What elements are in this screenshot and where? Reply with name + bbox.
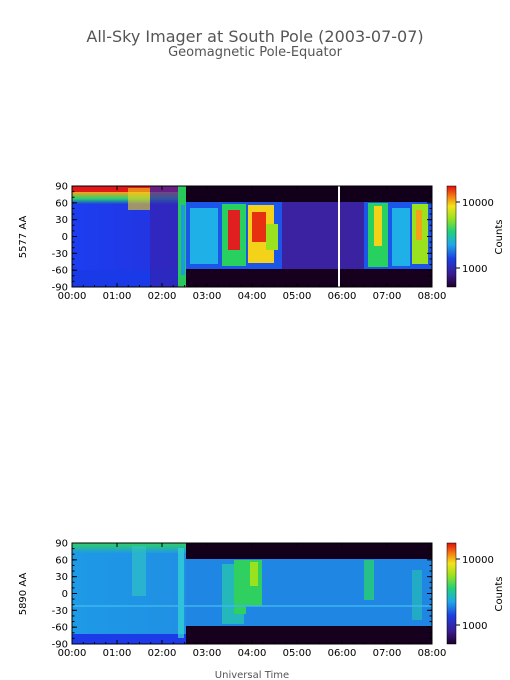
colorbar-tick-label-5890-low: 1000 <box>462 621 487 632</box>
heatmap-5577 <box>72 186 432 287</box>
y-tick-label-5890: -90 <box>52 640 68 651</box>
x-axis-5890: 00:00 01:00 02:00 03:00 04:00 05:00 06:00 07:00… <box>58 543 447 659</box>
colorbar-5577 <box>446 185 457 288</box>
colorbar-label-5890: Counts <box>494 577 505 612</box>
x-tick-label-5890: 02:00 <box>148 648 177 659</box>
x-tick-label-5577: 05:00 <box>283 291 312 302</box>
y-tick-label-5890: 60 <box>55 555 68 566</box>
y-label-5890: 5890 AA <box>18 573 29 616</box>
x-axis-5577: 00:00 01:00 02:00 03:00 04:00 05:00 06:00 07:00… <box>58 186 447 302</box>
panel-5890: 00:00 01:00 02:00 03:00 04:00 05:00 06:00 07:00… <box>18 539 505 660</box>
colorbar-tick-label-5577-high: 10000 <box>462 198 494 209</box>
y-label-5577: 5577 AA <box>18 216 29 259</box>
colorbar-tick-label-5890-high: 10000 <box>462 555 494 566</box>
x-tick-label-5577: 01:00 <box>103 291 132 302</box>
x-tick-label-5577: 03:00 <box>193 291 222 302</box>
y-tick-label-5890: -60 <box>52 623 68 634</box>
colorbar-5890 <box>446 542 457 645</box>
x-tick-label-5577: 08:00 <box>418 291 447 302</box>
x-tick-label-5890: 05:00 <box>283 648 312 659</box>
x-tick-label-5890: 03:00 <box>193 648 222 659</box>
figure-title: All-Sky Imager at South Pole (2003-07-07… <box>86 27 423 46</box>
y-tick-label-5577: 60 <box>55 198 68 209</box>
x-tick-label-5577: 07:00 <box>373 291 402 302</box>
x-tick-label-5577: 04:00 <box>238 291 267 302</box>
colorbar-label-5577: Counts <box>494 220 505 255</box>
panel-5577: 00:00 01:00 02:00 03:00 04:00 05:00 06:00 07:00… <box>18 182 505 303</box>
y-tick-label-5577: -60 <box>52 266 68 277</box>
y-tick-label-5890: 30 <box>55 572 68 583</box>
y-axis-5890: 90 60 30 0 -30 -60 -90 <box>52 539 432 651</box>
y-tick-label-5577: 0 <box>62 232 68 243</box>
y-tick-label-5890: -30 <box>52 606 68 617</box>
y-tick-label-5577: 30 <box>55 215 68 226</box>
x-axis-title: Universal Time <box>215 670 289 680</box>
x-tick-label-5890: 07:00 <box>373 648 402 659</box>
x-tick-label-5890: 01:00 <box>103 648 132 659</box>
x-tick-label-5890: 04:00 <box>238 648 267 659</box>
colorbar-tick-label-5577-low: 1000 <box>462 264 487 275</box>
x-tick-label-5577: 02:00 <box>148 291 177 302</box>
x-tick-label-5577: 06:00 <box>328 291 357 302</box>
y-tick-label-5577: 90 <box>55 182 68 193</box>
y-tick-label-5890: 90 <box>55 539 68 550</box>
y-tick-label-5577: -90 <box>52 283 68 294</box>
heatmap-5890 <box>72 543 432 644</box>
y-tick-label-5577: -30 <box>52 249 68 260</box>
x-tick-label-5890: 00:00 <box>58 648 87 659</box>
x-tick-label-5890: 08:00 <box>418 648 447 659</box>
y-axis-5577: 90 60 30 0 -30 -60 -90 <box>52 182 432 294</box>
y-tick-label-5890: 0 <box>62 589 68 600</box>
figure-subtitle: Geomagnetic Pole-Equator <box>168 45 342 60</box>
x-tick-label-5577: 00:00 <box>58 291 87 302</box>
x-tick-label-5890: 06:00 <box>328 648 357 659</box>
